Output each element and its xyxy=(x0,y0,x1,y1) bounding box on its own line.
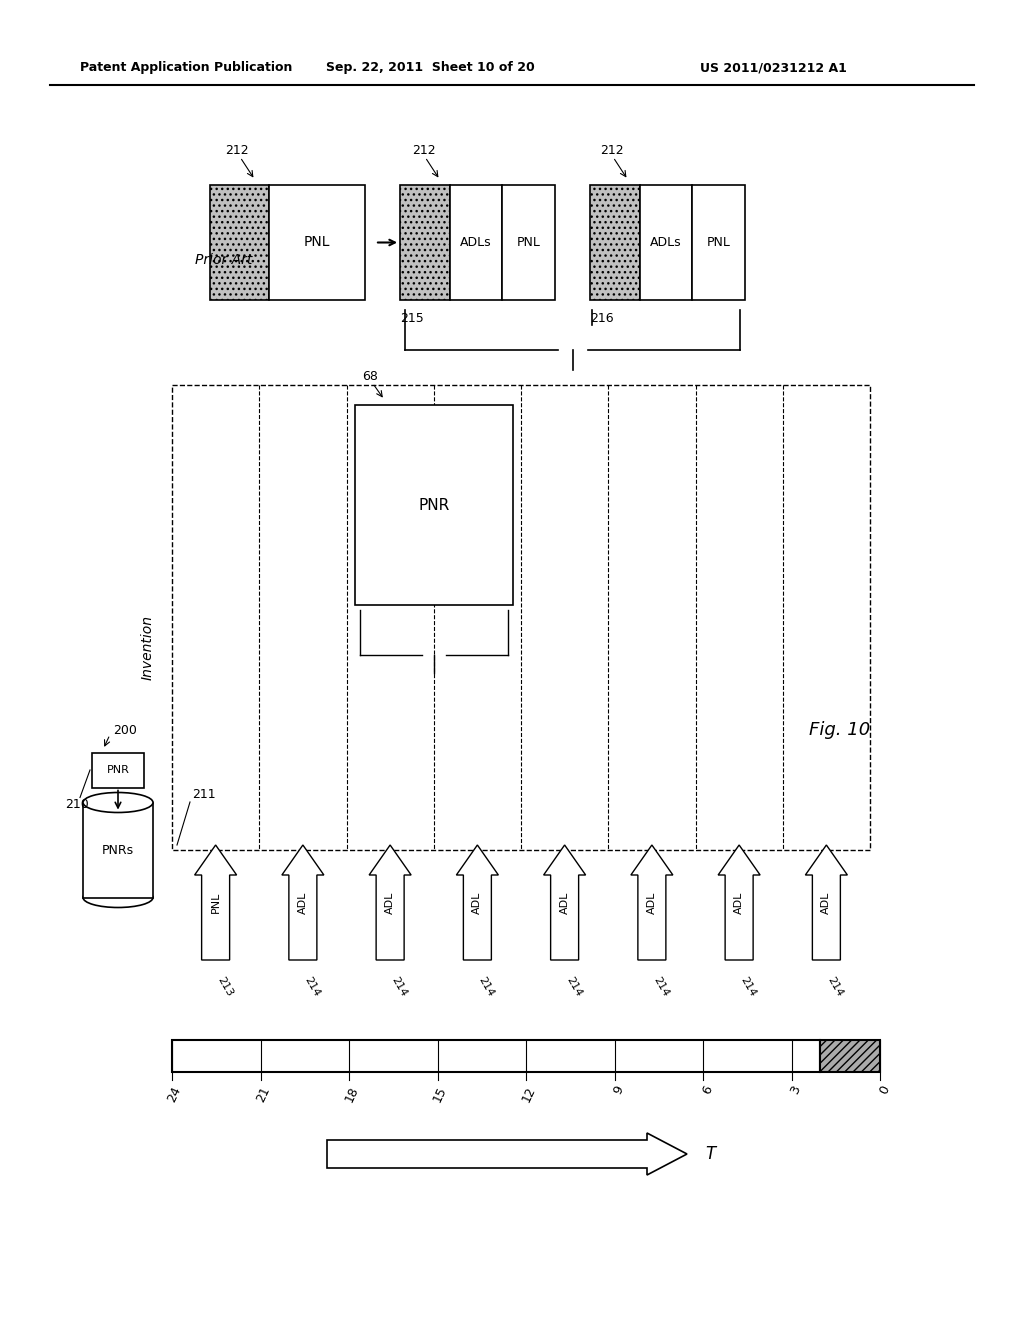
Text: 214: 214 xyxy=(651,975,671,998)
Text: 24: 24 xyxy=(165,1084,183,1104)
FancyArrow shape xyxy=(631,845,673,960)
Text: 214: 214 xyxy=(738,975,758,998)
Text: 12: 12 xyxy=(519,1084,538,1104)
Text: ADLs: ADLs xyxy=(460,236,492,249)
Text: 18: 18 xyxy=(342,1084,360,1104)
Text: 214: 214 xyxy=(825,975,845,998)
Text: 9: 9 xyxy=(611,1084,627,1097)
Text: Patent Application Publication: Patent Application Publication xyxy=(80,62,293,74)
Bar xyxy=(354,405,513,605)
Text: Prior Art: Prior Art xyxy=(195,253,252,267)
Text: T: T xyxy=(705,1144,715,1163)
Text: 0: 0 xyxy=(877,1084,892,1097)
Text: Sep. 22, 2011  Sheet 10 of 20: Sep. 22, 2011 Sheet 10 of 20 xyxy=(326,62,535,74)
Text: PNL: PNL xyxy=(517,236,541,249)
Text: PNL: PNL xyxy=(211,892,220,913)
FancyArrow shape xyxy=(805,845,848,960)
FancyArrow shape xyxy=(282,845,324,960)
Text: ADL: ADL xyxy=(560,891,569,913)
Text: 21: 21 xyxy=(254,1084,272,1104)
Bar xyxy=(450,185,503,300)
Text: ADL: ADL xyxy=(821,891,831,913)
Text: 212: 212 xyxy=(412,144,435,157)
Bar xyxy=(590,185,640,300)
Text: 15: 15 xyxy=(431,1084,450,1104)
Text: 210: 210 xyxy=(65,799,89,810)
FancyArrow shape xyxy=(457,845,499,960)
Text: PNRs: PNRs xyxy=(102,843,134,857)
Text: US 2011/0231212 A1: US 2011/0231212 A1 xyxy=(700,62,847,74)
FancyArrow shape xyxy=(195,845,237,960)
FancyArrow shape xyxy=(718,845,760,960)
Bar xyxy=(83,803,153,898)
Ellipse shape xyxy=(83,792,153,813)
Text: ADL: ADL xyxy=(385,891,395,913)
Text: PNL: PNL xyxy=(304,235,330,249)
Text: 68: 68 xyxy=(362,371,379,384)
FancyArrow shape xyxy=(369,845,411,960)
Text: PNL: PNL xyxy=(707,236,730,249)
FancyArrow shape xyxy=(327,1133,687,1175)
Text: ADL: ADL xyxy=(298,891,308,913)
Bar xyxy=(503,185,555,300)
Text: 200: 200 xyxy=(113,723,137,737)
Text: Invention: Invention xyxy=(141,615,155,680)
Text: 3: 3 xyxy=(788,1084,803,1097)
Text: ADL: ADL xyxy=(647,891,656,913)
Text: 214: 214 xyxy=(564,975,584,998)
Ellipse shape xyxy=(83,887,153,908)
Text: PNR: PNR xyxy=(418,498,450,512)
Bar xyxy=(269,185,365,300)
Bar xyxy=(820,1040,880,1072)
Text: Fig. 10: Fig. 10 xyxy=(809,721,870,739)
Text: ADLs: ADLs xyxy=(650,236,682,249)
Text: 211: 211 xyxy=(193,788,216,801)
Text: 214: 214 xyxy=(389,975,409,998)
FancyArrow shape xyxy=(544,845,586,960)
Text: 214: 214 xyxy=(302,975,322,998)
Text: PNR: PNR xyxy=(106,766,129,775)
Bar xyxy=(172,1040,820,1072)
Text: ADL: ADL xyxy=(734,891,744,913)
Bar xyxy=(692,185,745,300)
Bar xyxy=(92,752,144,788)
Text: 212: 212 xyxy=(225,144,249,157)
Bar xyxy=(210,185,269,300)
Text: 213: 213 xyxy=(215,975,234,998)
Text: 214: 214 xyxy=(477,975,496,998)
Bar xyxy=(400,185,450,300)
Text: 216: 216 xyxy=(590,312,613,325)
Text: 6: 6 xyxy=(699,1084,715,1097)
Text: 215: 215 xyxy=(400,312,424,325)
Text: ADL: ADL xyxy=(472,891,482,913)
Text: 212: 212 xyxy=(600,144,624,157)
Bar xyxy=(640,185,692,300)
